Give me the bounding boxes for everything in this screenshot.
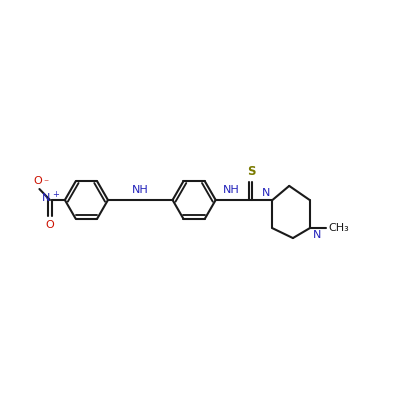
Text: N: N [312,230,321,240]
Text: N: N [262,188,270,198]
Text: N: N [42,194,50,204]
Text: NH: NH [132,185,149,195]
Text: CH₃: CH₃ [328,223,349,233]
Text: S: S [247,166,255,178]
Text: O: O [33,176,42,186]
Text: O: O [46,220,54,230]
Text: ⁻: ⁻ [43,178,48,188]
Text: NH: NH [223,184,240,194]
Text: +: + [52,190,59,199]
